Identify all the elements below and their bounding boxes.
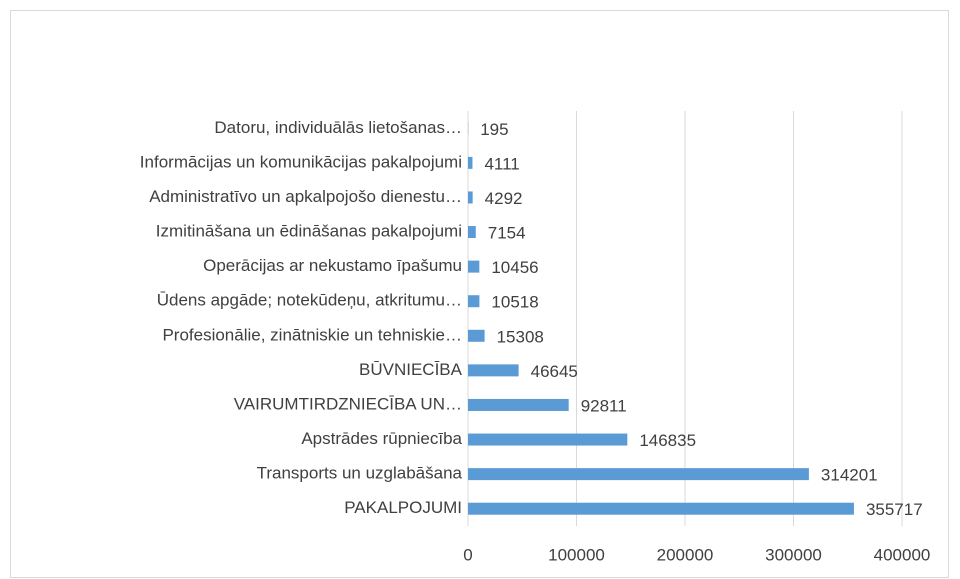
bar (468, 468, 809, 481)
y-tick-label: Ūdens apgāde; notekūdeņu, atkritumu… (157, 291, 462, 310)
data-label: 146835 (639, 431, 696, 450)
bar (468, 364, 519, 377)
data-label: 10518 (491, 293, 538, 312)
bar (468, 502, 854, 515)
y-tick-label: BŪVNIECĪBA (359, 360, 463, 379)
data-label: 15308 (497, 327, 544, 346)
data-label: 46645 (531, 362, 578, 381)
data-label: 7154 (488, 224, 526, 243)
y-tick-label: PAKALPOJUMI (344, 498, 462, 517)
bar (468, 433, 628, 446)
bar (468, 260, 480, 273)
bar (468, 398, 569, 411)
y-tick-label: Informācijas un komunikācijas pakalpojum… (140, 152, 462, 171)
x-tick-label: 100000 (548, 545, 605, 564)
bar (468, 295, 480, 308)
bar (468, 156, 473, 169)
data-label: 355717 (866, 500, 923, 519)
y-tick-label: Administratīvo un apkalpojošo dienestu… (149, 187, 462, 206)
x-tick-label: 400000 (874, 545, 931, 564)
x-tick-label: 200000 (657, 545, 714, 564)
bar (468, 191, 473, 204)
data-label: 195 (480, 120, 508, 139)
data-label: 4292 (485, 189, 523, 208)
y-tick-label: Izmitināšana un ēdināšanas pakalpojumi (156, 222, 462, 241)
data-label: 10456 (491, 258, 538, 277)
bar (468, 329, 485, 342)
y-tick-label: VAIRUMTIRDZNIECĪBA UN… (234, 394, 462, 413)
y-tick-label: Profesionālie, zinātniskie un tehniskie… (162, 325, 462, 344)
x-tick-label: 0 (463, 545, 472, 564)
y-tick-label: Operācijas ar nekustamo īpašumu (203, 256, 462, 275)
y-tick-label: Apstrādes rūpniecība (301, 429, 462, 448)
data-label: 314201 (821, 466, 878, 485)
chart-frame (10, 10, 949, 578)
bar (468, 226, 476, 239)
y-tick-label: Transports un uzglabāšana (257, 464, 463, 483)
data-label: 92811 (581, 396, 627, 415)
y-tick-label: Datoru, individuālās lietošanas… (214, 118, 462, 137)
x-tick-label: 300000 (765, 545, 822, 564)
data-label: 4111 (484, 154, 519, 173)
